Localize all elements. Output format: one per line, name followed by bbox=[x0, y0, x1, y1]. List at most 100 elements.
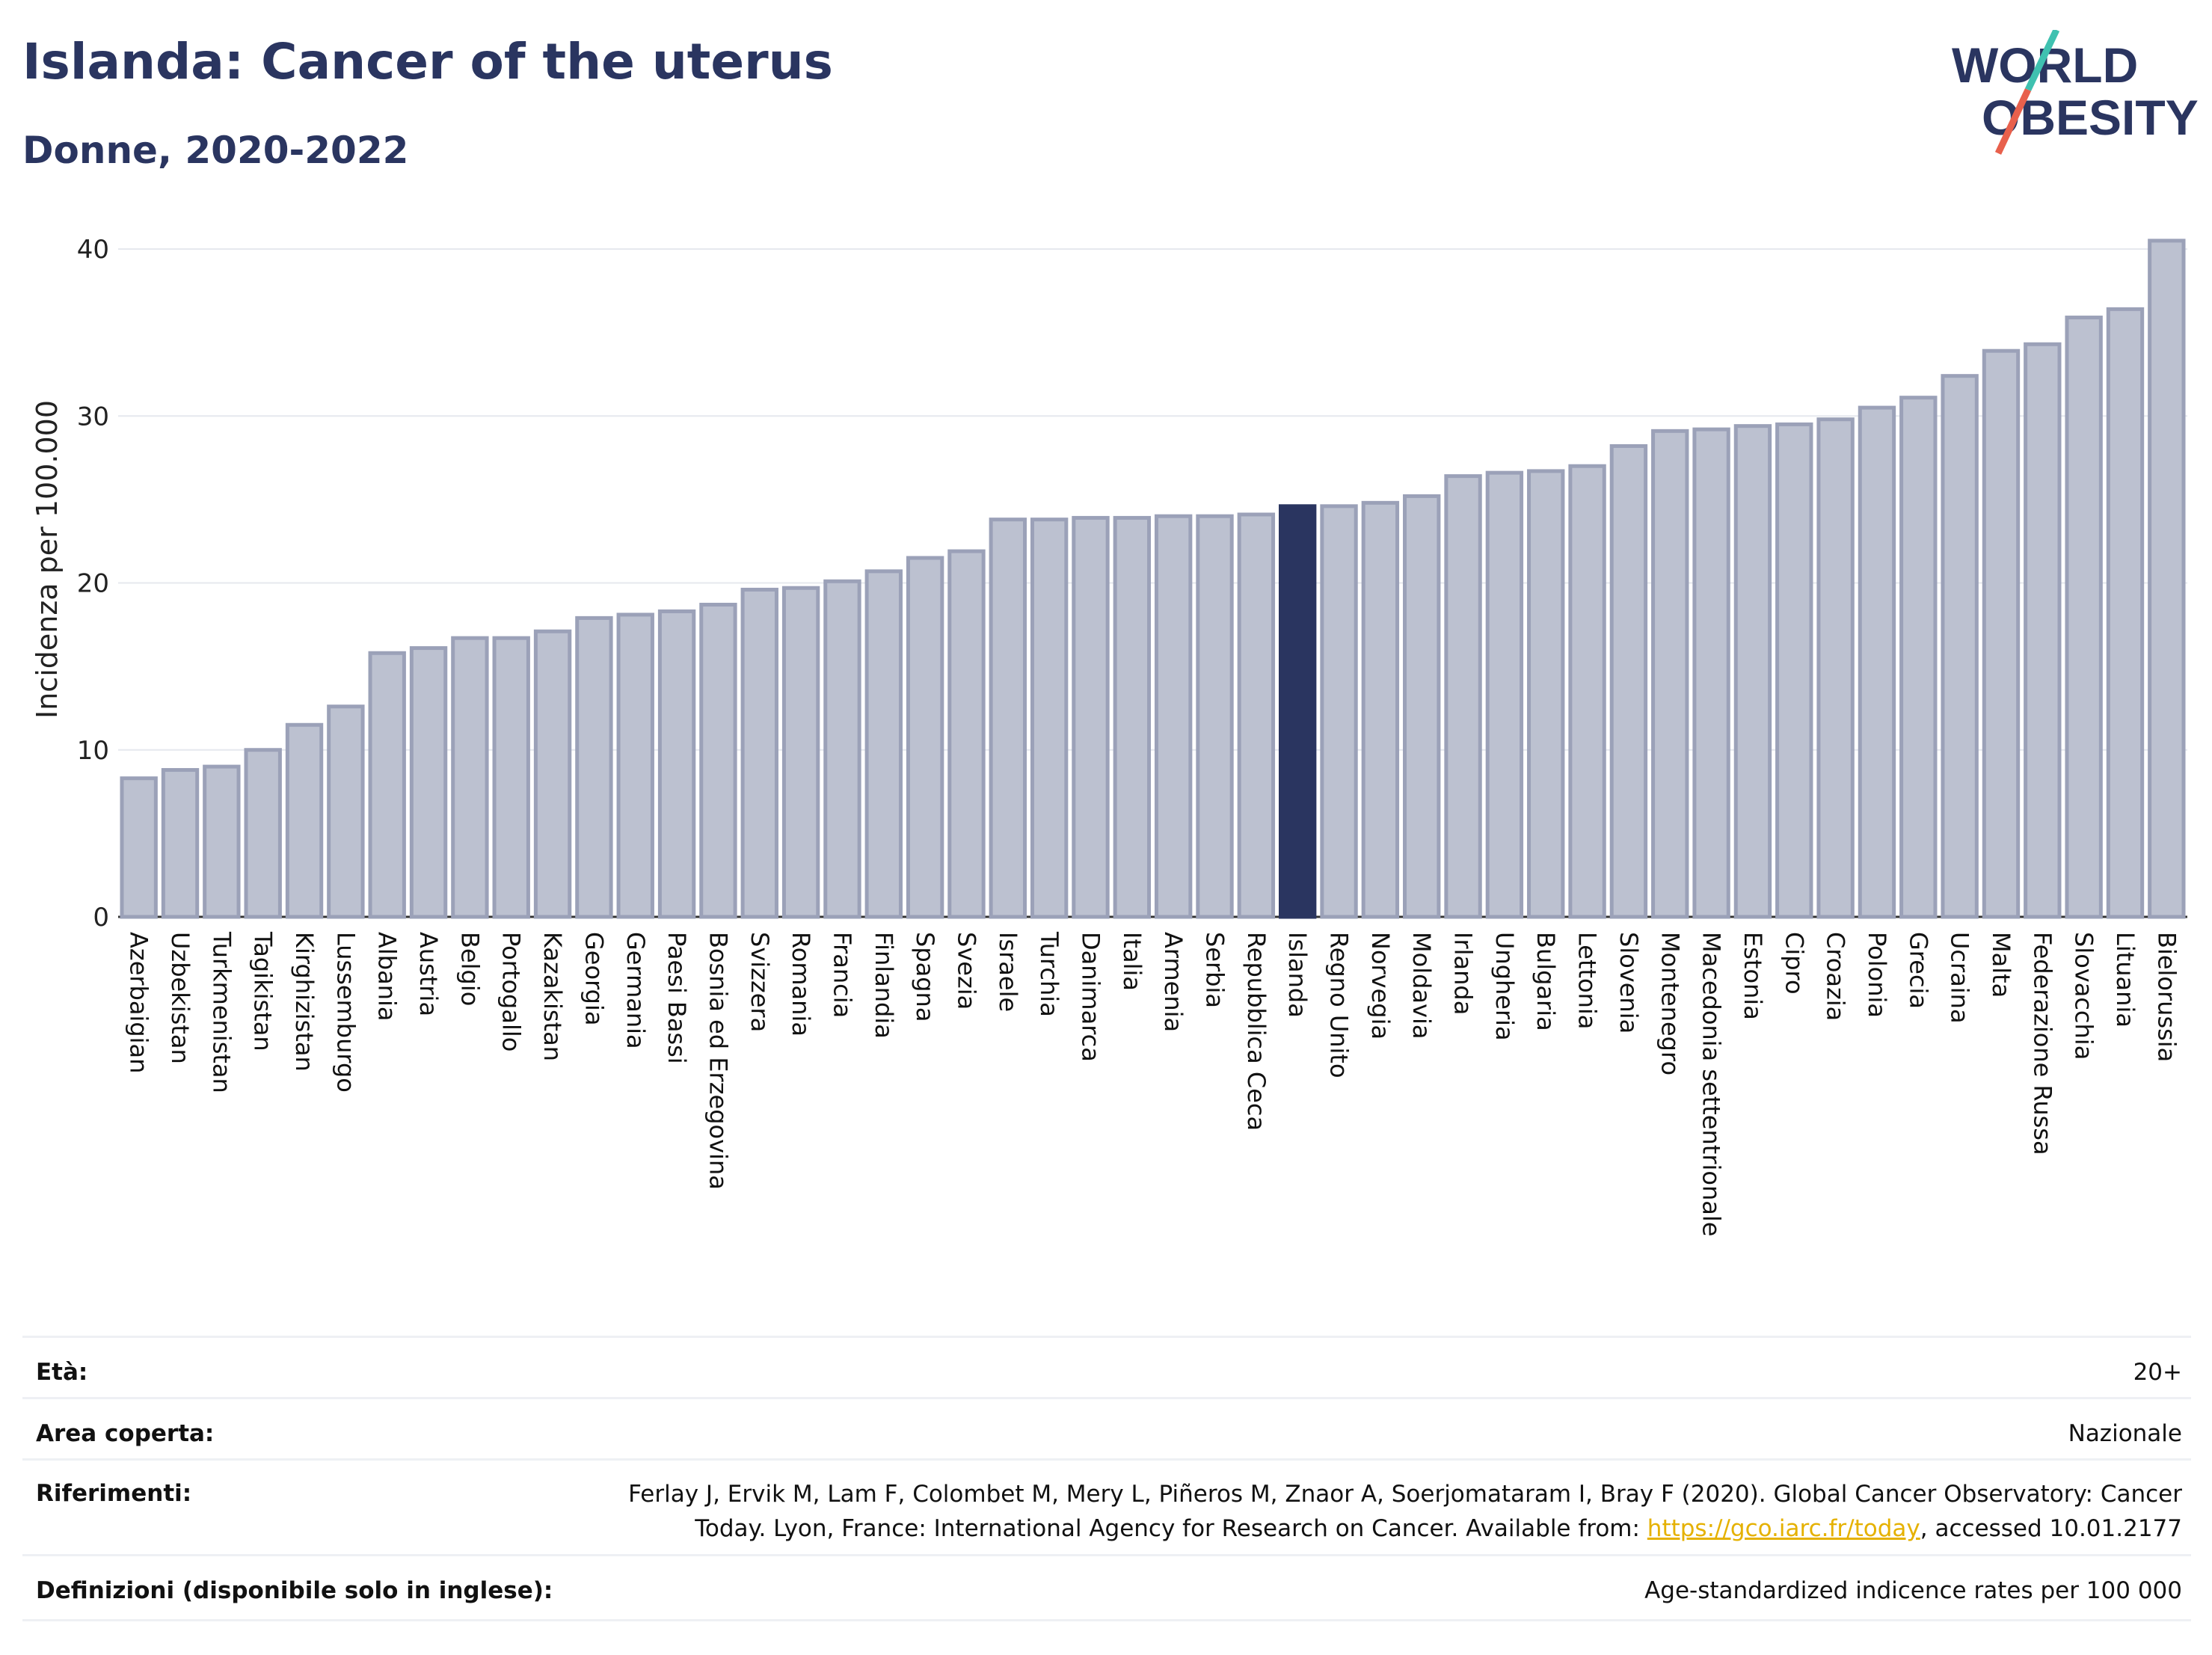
x-tick-label: Macedonia settentrionale bbox=[1698, 932, 1726, 1236]
bar-italia bbox=[1113, 515, 1152, 919]
definitions-value: Age-standardized indicence rates per 100… bbox=[1644, 1577, 2182, 1604]
bars bbox=[120, 239, 2186, 919]
x-tick-label: Federazione Russa bbox=[2028, 932, 2056, 1155]
bar-bosnia-ed-erzegovina bbox=[699, 603, 737, 919]
bar-malta bbox=[1982, 348, 2021, 919]
bar-belgio bbox=[451, 636, 489, 919]
y-ticks: 0 10 20 30 40 bbox=[77, 235, 109, 933]
x-tick-label: Tagikistan bbox=[249, 931, 277, 1051]
references-accessed: , accessed 10.01.2177 bbox=[1920, 1515, 2182, 1542]
x-tick-label: Lussemburgo bbox=[331, 932, 360, 1093]
x-tick-label: Norvegia bbox=[1366, 932, 1395, 1040]
bar-chart: 0 10 20 30 40 Azerbaigian Uzbekistan Turkmenis… bbox=[31, 235, 2187, 1236]
info-row-definitions: Definizioni (disponibile solo in inglese… bbox=[22, 1554, 2191, 1621]
bar-repubblica-ceca bbox=[1237, 512, 1276, 919]
bar-serbia bbox=[1196, 514, 1234, 919]
bar-kazakistan bbox=[533, 629, 572, 919]
x-tick-label: Israele bbox=[994, 932, 1022, 1012]
x-tick-label: Ucraina bbox=[1946, 932, 1974, 1024]
bar-romania bbox=[781, 586, 820, 919]
x-tick-label: Azerbaigian bbox=[125, 932, 153, 1073]
references-value: Ferlay J, Ervik M, Lam F, Colombet M, Me… bbox=[574, 1477, 2182, 1546]
x-tick-label: Uzbekistan bbox=[166, 932, 194, 1064]
area-value: Nazionale bbox=[2068, 1420, 2182, 1447]
bar-portogallo bbox=[492, 636, 530, 919]
x-tick-label: Estonia bbox=[1739, 932, 1767, 1020]
bar-slovacchia bbox=[2065, 316, 2103, 919]
x-tick-label: Italia bbox=[1118, 932, 1146, 991]
bar-slovenia bbox=[1609, 443, 1648, 919]
bar-ucraina bbox=[1941, 374, 1979, 919]
x-tick-label: Georgia bbox=[580, 932, 608, 1025]
x-tick-label: Portogallo bbox=[497, 932, 526, 1051]
bar-lussemburgo bbox=[327, 704, 365, 919]
x-tick-label: Svezia bbox=[952, 932, 980, 1010]
page-subtitle: Donne, 2020-2022 bbox=[22, 129, 409, 172]
bar-macedonia-settentrionale bbox=[1692, 427, 1730, 919]
x-tick-label: Lituania bbox=[2111, 932, 2139, 1028]
x-tick-label: Danimarca bbox=[1076, 932, 1105, 1062]
references-link[interactable]: https://gco.iarc.fr/today bbox=[1647, 1515, 1920, 1542]
x-tick-label: Cipro bbox=[1780, 932, 1808, 995]
info-row-area: Area coperta: Nazionale bbox=[22, 1397, 2191, 1461]
definitions-label: Definizioni (disponibile solo in inglese… bbox=[36, 1577, 553, 1604]
bar-francia bbox=[823, 579, 861, 919]
bar-regno-unito bbox=[1320, 504, 1358, 919]
x-tick-label: Armenia bbox=[1159, 932, 1188, 1032]
x-tick-label: Austria bbox=[414, 932, 443, 1016]
info-row-references: Riferimenti: Ferlay J, Ervik M, Lam F, C… bbox=[22, 1458, 2191, 1556]
x-tick-label: Bielorussia bbox=[2152, 932, 2181, 1062]
y-tick-label: 10 bbox=[77, 736, 109, 766]
x-tick-label: Turkmenistan bbox=[207, 931, 236, 1093]
bar-federazione-russa bbox=[2024, 342, 2062, 919]
bar-montenegro bbox=[1651, 429, 1689, 919]
x-tick-label: Polonia bbox=[1863, 932, 1891, 1018]
logo-slash-bottom bbox=[1994, 88, 2032, 155]
bar-finlandia bbox=[864, 569, 903, 919]
bar-norvegia bbox=[1361, 500, 1400, 919]
bar-paesi-bassi bbox=[657, 609, 696, 919]
area-label: Area coperta: bbox=[36, 1420, 215, 1447]
bar-kirghizistan bbox=[285, 722, 324, 919]
bar-moldavia bbox=[1403, 494, 1441, 919]
bar-svizzera bbox=[740, 587, 778, 919]
x-tick-label: Slovacchia bbox=[2070, 932, 2098, 1060]
x-tick-label: Grecia bbox=[1904, 932, 1932, 1009]
bar-turchia bbox=[1030, 518, 1069, 919]
x-tick-label: Francia bbox=[828, 932, 856, 1018]
x-tick-label: Turchia bbox=[1035, 931, 1063, 1017]
bar-georgia bbox=[575, 615, 613, 919]
bar-croazia bbox=[1816, 417, 1855, 919]
x-tick-label: Kirghizistan bbox=[290, 932, 319, 1072]
x-tick-label: Albania bbox=[373, 932, 402, 1021]
bar-ungheria bbox=[1485, 470, 1524, 919]
age-label: Età: bbox=[36, 1359, 88, 1386]
info-row-age: Età: 20+ bbox=[22, 1336, 2191, 1399]
references-label: Riferimenti: bbox=[36, 1480, 192, 1507]
x-tick-label: Croazia bbox=[1822, 932, 1850, 1021]
bar-lituania bbox=[2106, 307, 2145, 919]
bar-estonia bbox=[1733, 424, 1772, 919]
y-tick-label: 40 bbox=[77, 235, 109, 265]
bar-austria bbox=[409, 646, 448, 919]
y-tick-label: 0 bbox=[93, 903, 109, 933]
x-tick-label: Malta bbox=[1987, 932, 2015, 998]
x-tick-label: Belgio bbox=[455, 932, 484, 1006]
x-tick-label: Montenegro bbox=[1656, 932, 1684, 1075]
logo-slash-top bbox=[2024, 30, 2060, 91]
world-obesity-logo: WORLD OBESITY bbox=[1952, 30, 2199, 155]
x-tick-label: Ungheria bbox=[1490, 932, 1519, 1041]
x-tick-label: Romania bbox=[787, 932, 815, 1037]
bar-israele bbox=[989, 518, 1027, 919]
x-tick-label: Repubblica Ceca bbox=[1242, 932, 1271, 1131]
y-axis-label: Incidenza per 100.000 bbox=[31, 400, 64, 719]
references-text: Ferlay J, Ervik M, Lam F, Colombet M, Me… bbox=[628, 1481, 2182, 1542]
x-tick-label: Irlanda bbox=[1449, 932, 1478, 1015]
bar-grecia bbox=[1899, 396, 1938, 919]
bar-cipro bbox=[1775, 422, 1813, 919]
bar-svezia bbox=[947, 549, 986, 919]
bar-spagna bbox=[906, 556, 944, 919]
x-tick-label: Paesi Bassi bbox=[663, 932, 691, 1064]
bar-uzbekistan bbox=[161, 768, 200, 919]
bar-albania bbox=[368, 651, 406, 919]
